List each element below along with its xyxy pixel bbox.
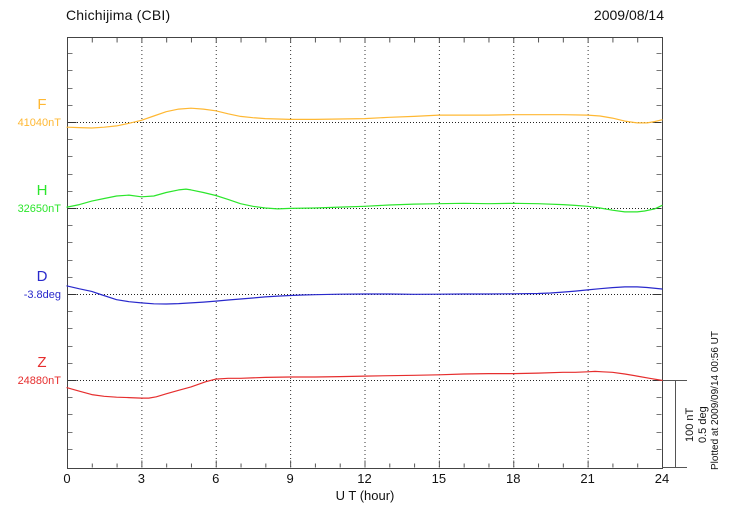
plot-frame <box>67 37 663 469</box>
x-tick-label-15: 15 <box>431 471 447 486</box>
x-tick-label-9: 9 <box>286 471 294 486</box>
x-tick-label-3: 3 <box>137 471 145 486</box>
scale-bar-nt-label: 100 nT <box>684 407 696 443</box>
x-tick-label-24: 24 <box>654 471 670 486</box>
date-label: 2009/08/14 <box>593 7 664 23</box>
plotted-at-timestamp: Plotted at 2009/09/14 00:56 UT <box>710 331 721 470</box>
x-tick-label-6: 6 <box>212 471 220 486</box>
trace-D <box>66 285 663 305</box>
scale-bar-label: 100 nT 0.5 deg <box>684 382 710 468</box>
trace-baseline-value-H: 32650nT <box>17 203 61 215</box>
trace-baseline-value-Z: 24880nT <box>17 375 61 387</box>
trace-letter-F: F <box>37 96 47 113</box>
trace-H <box>66 188 663 213</box>
trace-letter-D: D <box>36 268 48 285</box>
scale-bar-deg-label: 0.5 deg <box>697 406 709 444</box>
x-axis-label: U T (hour) <box>335 488 395 503</box>
x-tick-label-18: 18 <box>506 471 521 486</box>
x-tick-label-12: 12 <box>357 471 372 486</box>
trace-Z <box>66 370 663 399</box>
trace-baseline-value-D: -3.8deg <box>23 289 61 301</box>
trace-letter-H: H <box>36 182 48 199</box>
trace-F <box>66 107 663 129</box>
trace-baseline-value-F: 41040nT <box>17 117 61 129</box>
trace-letter-Z: Z <box>37 354 47 371</box>
page-title: Chichijima (CBI) <box>66 7 171 23</box>
x-tick-label-21: 21 <box>580 471 595 486</box>
x-tick-label-0: 0 <box>63 471 71 486</box>
